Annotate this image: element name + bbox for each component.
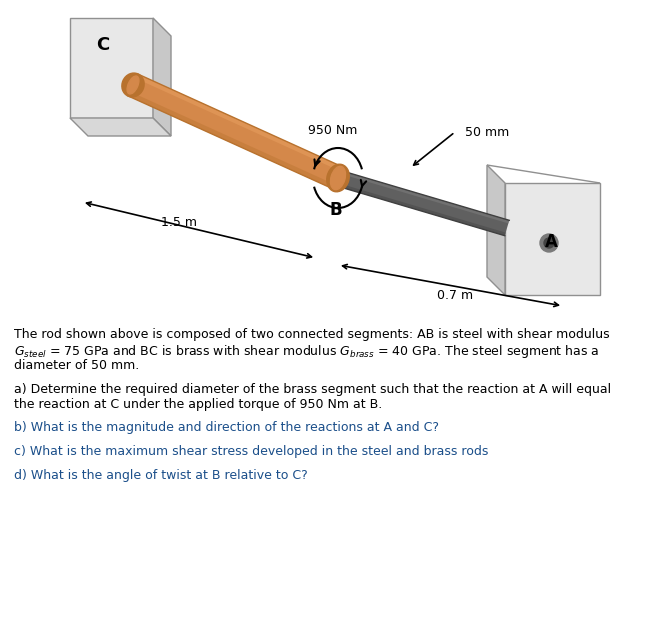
Text: 50 mm: 50 mm: [465, 126, 510, 138]
Text: B: B: [330, 201, 342, 219]
Polygon shape: [487, 165, 600, 183]
Polygon shape: [336, 183, 506, 236]
Polygon shape: [153, 18, 171, 136]
Ellipse shape: [540, 234, 558, 252]
Text: 0.7 m: 0.7 m: [437, 289, 473, 302]
Polygon shape: [136, 74, 343, 171]
Ellipse shape: [327, 164, 350, 192]
Polygon shape: [70, 18, 153, 118]
Polygon shape: [128, 74, 343, 189]
Text: c) What is the maximum shear stress developed in the steel and brass rods: c) What is the maximum shear stress deve…: [14, 445, 488, 458]
Ellipse shape: [127, 76, 139, 94]
Text: A: A: [544, 233, 557, 251]
Ellipse shape: [122, 73, 144, 97]
Text: d) What is the angle of twist at B relative to C?: d) What is the angle of twist at B relat…: [14, 469, 308, 481]
Polygon shape: [128, 92, 335, 189]
Text: a) Determine the required diameter of the brass segment such that the reaction a: a) Determine the required diameter of th…: [14, 383, 611, 395]
Polygon shape: [336, 171, 510, 236]
Polygon shape: [505, 183, 600, 295]
Text: C: C: [96, 36, 110, 54]
Text: $G_{steel}$ = 75 GPa and BC is brass with shear modulus $G_{brass}$ = 40 GPa. Th: $G_{steel}$ = 75 GPa and BC is brass wit…: [14, 344, 599, 360]
Polygon shape: [487, 165, 505, 295]
Text: b) What is the magnitude and direction of the reactions at A and C?: b) What is the magnitude and direction o…: [14, 422, 439, 435]
Ellipse shape: [544, 238, 554, 248]
Text: the reaction at C under the applied torque of 950 Nm at B.: the reaction at C under the applied torq…: [14, 398, 382, 411]
Polygon shape: [70, 118, 171, 136]
Text: diameter of 50 mm.: diameter of 50 mm.: [14, 359, 139, 372]
Text: 950 Nm: 950 Nm: [308, 124, 358, 138]
Polygon shape: [339, 171, 510, 224]
Ellipse shape: [330, 166, 346, 190]
Text: 1.5 m: 1.5 m: [161, 215, 197, 228]
Text: The rod shown above is composed of two connected segments: AB is steel with shea: The rod shown above is composed of two c…: [14, 328, 610, 341]
